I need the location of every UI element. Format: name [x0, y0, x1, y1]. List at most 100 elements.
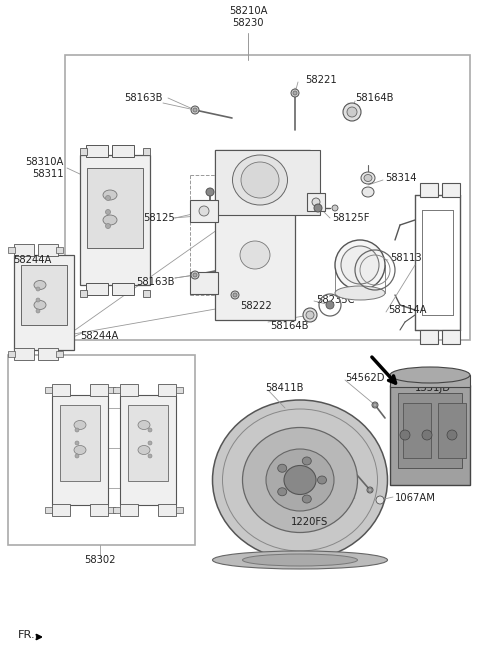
Circle shape [231, 291, 239, 299]
Bar [14, 244, 34, 256]
Bar [442, 183, 460, 197]
Bar [87, 168, 143, 248]
Ellipse shape [362, 187, 374, 197]
Bar [86, 145, 108, 157]
Ellipse shape [241, 162, 279, 198]
Circle shape [206, 188, 214, 196]
Circle shape [314, 204, 322, 212]
Ellipse shape [317, 476, 326, 484]
Circle shape [400, 430, 410, 440]
Circle shape [376, 496, 384, 504]
Bar [128, 405, 168, 481]
Ellipse shape [74, 420, 86, 430]
Text: 58235C: 58235C [316, 295, 355, 305]
Bar [52, 395, 108, 505]
Circle shape [36, 287, 40, 291]
Text: 58244A: 58244A [13, 255, 52, 265]
Bar [90, 504, 108, 516]
Circle shape [233, 293, 237, 297]
Circle shape [148, 428, 152, 432]
Bar [56, 351, 63, 357]
Polygon shape [215, 150, 320, 215]
Ellipse shape [266, 449, 334, 511]
Bar [120, 504, 138, 516]
Circle shape [106, 195, 110, 201]
Circle shape [372, 402, 378, 408]
Bar [398, 393, 462, 468]
Bar [86, 283, 108, 295]
Circle shape [191, 106, 199, 114]
Bar [56, 247, 63, 253]
Bar [60, 405, 100, 481]
Text: 58113: 58113 [390, 253, 421, 263]
Ellipse shape [284, 466, 316, 495]
Bar [112, 145, 134, 157]
Text: 1067AM: 1067AM [395, 493, 436, 503]
Text: 58411B: 58411B [265, 383, 303, 393]
Bar [390, 375, 470, 387]
Ellipse shape [103, 215, 117, 225]
Ellipse shape [278, 488, 287, 496]
Text: 58244A: 58244A [80, 331, 119, 341]
Text: 58210A: 58210A [229, 6, 267, 16]
Bar [190, 200, 218, 222]
Text: 58221: 58221 [305, 75, 337, 85]
Text: 58163B: 58163B [124, 93, 163, 103]
Bar [420, 330, 438, 344]
Circle shape [199, 206, 209, 216]
Ellipse shape [213, 551, 387, 569]
Text: 58230: 58230 [232, 18, 264, 28]
Circle shape [368, 488, 372, 492]
Ellipse shape [74, 445, 86, 455]
Text: 58302: 58302 [84, 555, 116, 565]
Ellipse shape [302, 457, 312, 465]
Ellipse shape [34, 281, 46, 289]
Ellipse shape [242, 554, 358, 566]
Bar [14, 348, 34, 360]
Ellipse shape [390, 367, 470, 383]
Bar [113, 507, 120, 513]
Circle shape [148, 441, 152, 445]
Circle shape [75, 454, 79, 458]
Circle shape [75, 441, 79, 445]
Bar [80, 155, 150, 285]
Bar [158, 384, 176, 396]
Bar [52, 504, 70, 516]
Ellipse shape [341, 246, 379, 284]
Bar [38, 348, 58, 360]
Bar [80, 290, 87, 297]
Bar [420, 183, 438, 197]
Circle shape [193, 273, 197, 277]
Bar [403, 403, 431, 458]
Ellipse shape [303, 308, 317, 322]
Text: 1351JD: 1351JD [415, 383, 451, 393]
Circle shape [191, 271, 199, 279]
Text: 58114A: 58114A [388, 305, 427, 315]
Text: 58222: 58222 [240, 301, 272, 311]
Bar [143, 290, 150, 297]
Bar [108, 387, 115, 393]
Bar [80, 148, 87, 155]
Ellipse shape [364, 174, 372, 182]
Ellipse shape [343, 103, 361, 121]
Text: 58125F: 58125F [332, 213, 370, 223]
Bar [8, 355, 195, 545]
Bar [45, 387, 52, 393]
Ellipse shape [138, 445, 150, 455]
Circle shape [193, 108, 197, 112]
Text: 58314: 58314 [385, 173, 417, 183]
Circle shape [293, 91, 297, 95]
Polygon shape [215, 150, 310, 320]
Text: 58164B: 58164B [270, 321, 309, 331]
Ellipse shape [103, 190, 117, 200]
Ellipse shape [361, 172, 375, 184]
Bar [143, 148, 150, 155]
Ellipse shape [138, 420, 150, 430]
Circle shape [447, 430, 457, 440]
Bar [307, 193, 325, 211]
Circle shape [106, 209, 110, 215]
Ellipse shape [306, 311, 314, 319]
Bar [112, 283, 134, 295]
Bar [21, 265, 67, 325]
Bar [14, 255, 74, 350]
